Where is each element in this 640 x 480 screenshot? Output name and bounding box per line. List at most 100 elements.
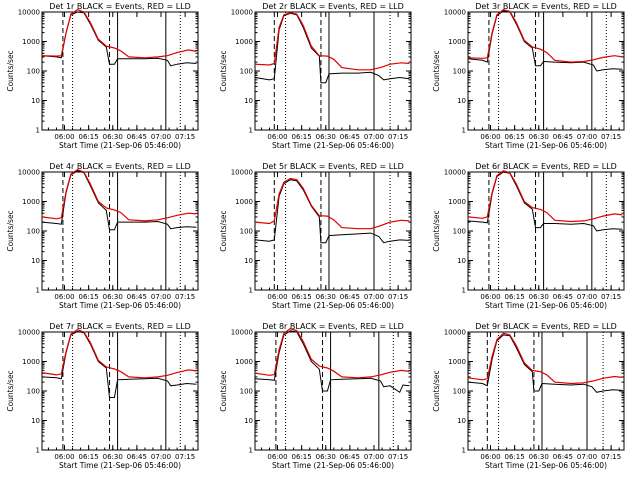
y-tick-label: 100 — [240, 388, 253, 396]
x-tick-label: 06:45 — [553, 453, 573, 461]
series-lld-red — [41, 329, 197, 379]
x-tick-label: 06:00 — [267, 293, 287, 301]
y-tick-label: 10000 — [444, 169, 466, 177]
y-tick-label: 10000 — [444, 9, 466, 17]
panel-title: Det 2r BLACK = Events, RED = LLD — [262, 2, 404, 11]
y-tick-label: 1000 — [448, 38, 466, 46]
x-tick-label: 07:00 — [364, 133, 384, 141]
panel-det-2: Det 2r BLACK = Events, RED = LLD 1 10 100 10… — [219, 2, 412, 150]
y-tick-label: 10 — [244, 257, 253, 265]
x-tick-label: 06:00 — [54, 293, 74, 301]
y-tick-label: 100 — [27, 68, 40, 76]
x-tick-label: 06:15 — [79, 293, 99, 301]
y-axis-label: Counts/sec — [219, 210, 228, 251]
series-lld-red — [254, 12, 410, 71]
y-tick-label: 10000 — [18, 329, 40, 337]
x-tick-label: 06:00 — [480, 293, 500, 301]
y-tick-label: 10 — [31, 97, 40, 105]
y-tick-label: 10 — [457, 257, 466, 265]
y-axis-label: Counts/sec — [432, 50, 441, 91]
plot-frame — [41, 331, 199, 451]
x-tick-label: 06:30 — [529, 453, 549, 461]
x-tick-label: 07:00 — [151, 293, 171, 301]
y-tick-label: 1000 — [235, 198, 253, 206]
y-tick-label: 100 — [27, 388, 40, 396]
series-lld-red — [254, 177, 410, 230]
y-tick-label: 10000 — [231, 169, 253, 177]
panel-title: Det 4r BLACK = Events, RED = LLD — [49, 162, 191, 171]
x-tick-label: 06:00 — [267, 453, 287, 461]
x-tick-label: 07:15 — [175, 453, 195, 461]
y-tick-label: 1 — [36, 287, 40, 295]
y-tick-label: 1 — [36, 127, 40, 135]
x-tick-label: 07:15 — [175, 293, 195, 301]
x-tick-label: 07:15 — [175, 133, 195, 141]
x-axis-label: Start Time (21-Sep-06 05:46:00) — [272, 301, 394, 310]
y-tick-label: 10000 — [231, 9, 253, 17]
series-events-black — [254, 12, 410, 84]
y-tick-label: 10 — [31, 257, 40, 265]
y-axis-label: Counts/sec — [219, 370, 228, 411]
y-tick-label: 10 — [244, 97, 253, 105]
y-tick-label: 10 — [457, 417, 466, 425]
x-tick-label: 06:00 — [267, 133, 287, 141]
series-lld-red — [41, 169, 197, 222]
x-tick-label: 06:00 — [54, 453, 74, 461]
x-axis-label: Start Time (21-Sep-06 05:46:00) — [59, 141, 181, 150]
panel-det-1: Det 1r BLACK = Events, RED = LLD 1 10 100 10… — [6, 2, 199, 150]
panel-title: Det 3r BLACK = Events, RED = LLD — [475, 2, 617, 11]
panel-det-9: Det 9r BLACK = Events, RED = LLD 1 10 100 10… — [432, 322, 625, 470]
series-events-black — [41, 330, 197, 398]
plot-frame — [254, 171, 412, 291]
y-tick-label: 1000 — [22, 38, 40, 46]
x-axis-label: Start Time (21-Sep-06 05:46:00) — [485, 461, 607, 470]
x-tick-label: 06:45 — [127, 453, 147, 461]
x-tick-label: 06:15 — [79, 453, 99, 461]
x-tick-label: 07:00 — [151, 133, 171, 141]
panel-title: Det 5r BLACK = Events, RED = LLD — [262, 162, 404, 171]
x-tick-label: 06:15 — [79, 133, 99, 141]
y-tick-label: 1000 — [22, 198, 40, 206]
x-tick-label: 06:15 — [505, 133, 525, 141]
x-tick-label: 07:15 — [388, 133, 408, 141]
panel-det-5: Det 5r BLACK = Events, RED = LLD 1 10 100 10… — [219, 162, 412, 310]
series-events-black — [467, 10, 623, 72]
y-tick-label: 1000 — [448, 198, 466, 206]
y-tick-label: 10 — [244, 417, 253, 425]
y-axis-label: Counts/sec — [432, 210, 441, 251]
panel-det-3: Det 3r BLACK = Events, RED = LLD 1 10 100 10… — [432, 2, 625, 150]
x-tick-label: 07:00 — [577, 133, 597, 141]
x-tick-label: 06:15 — [292, 133, 312, 141]
x-tick-label: 07:15 — [388, 453, 408, 461]
x-tick-label: 07:00 — [364, 293, 384, 301]
y-tick-label: 100 — [240, 68, 253, 76]
y-tick-label: 10000 — [18, 169, 40, 177]
x-tick-label: 06:15 — [505, 293, 525, 301]
x-tick-label: 06:45 — [127, 293, 147, 301]
x-axis-label: Start Time (21-Sep-06 05:46:00) — [272, 141, 394, 150]
panel-det-6: Det 6r BLACK = Events, RED = LLD 1 10 100 10… — [432, 162, 625, 310]
x-tick-label: 07:00 — [577, 453, 597, 461]
panel-title: Det 8r BLACK = Events, RED = LLD — [262, 322, 404, 331]
y-tick-label: 1000 — [235, 38, 253, 46]
panel-det-8: Det 8r BLACK = Events, RED = LLD 1 10 100 10… — [219, 322, 412, 470]
panel-title: Det 9r BLACK = Events, RED = LLD — [475, 322, 617, 331]
series-events-black — [467, 334, 623, 393]
panel-title: Det 6r BLACK = Events, RED = LLD — [475, 162, 617, 171]
series-lld-red — [467, 9, 623, 63]
y-tick-label: 1000 — [448, 358, 466, 366]
panel-det-4: Det 4r BLACK = Events, RED = LLD 1 10 100 10… — [6, 162, 199, 310]
x-tick-label: 06:15 — [292, 453, 312, 461]
x-axis-label: Start Time (21-Sep-06 05:46:00) — [485, 301, 607, 310]
y-axis-label: Counts/sec — [6, 210, 15, 251]
x-tick-label: 06:30 — [529, 293, 549, 301]
series-events-black — [467, 171, 623, 232]
panel-det-7: Det 7r BLACK = Events, RED = LLD 1 10 100 10… — [6, 322, 199, 470]
y-tick-label: 100 — [27, 228, 40, 236]
x-tick-label: 07:00 — [364, 453, 384, 461]
y-tick-label: 100 — [453, 228, 466, 236]
x-axis-label: Start Time (21-Sep-06 05:46:00) — [59, 301, 181, 310]
x-tick-label: 06:30 — [316, 133, 336, 141]
y-tick-label: 10 — [457, 97, 466, 105]
